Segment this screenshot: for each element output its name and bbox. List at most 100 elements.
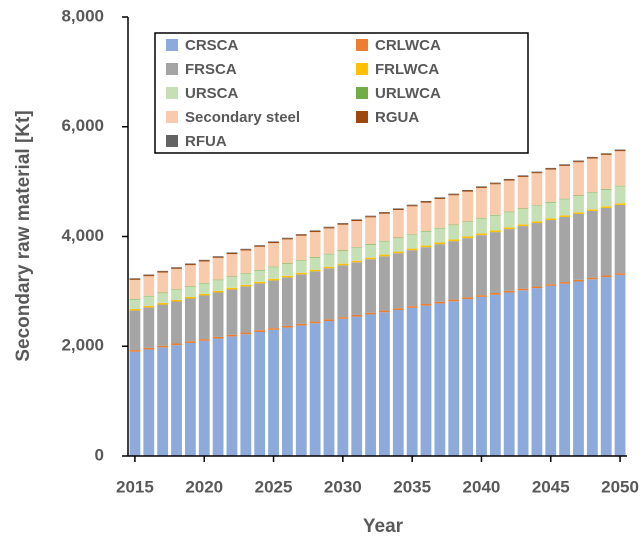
bar-segment (406, 306, 418, 308)
bar-segment (337, 251, 349, 264)
bar-segment (434, 227, 446, 229)
bar-segment (489, 215, 501, 231)
bar-segment (462, 236, 474, 239)
bar-segment (600, 189, 612, 207)
bar-segment (600, 153, 612, 154)
bar-segment (392, 308, 404, 311)
bar-segment (503, 227, 515, 230)
bar-segment (198, 261, 210, 283)
legend-swatch (166, 63, 178, 75)
bar-segment (143, 347, 155, 350)
bar-segment (600, 153, 612, 155)
bar-segment (462, 189, 474, 191)
bar-segment (559, 282, 571, 284)
bar-segment (281, 238, 293, 240)
bar-segment (531, 205, 543, 222)
bar-segment (351, 262, 363, 315)
bar-segment (143, 276, 155, 296)
bar-segment (420, 305, 432, 456)
bar-segment (295, 325, 307, 456)
bar-segment (268, 267, 279, 279)
x-tick-label: 2045 (532, 477, 570, 496)
bar-segment (586, 192, 598, 193)
bar-segment (420, 200, 432, 202)
bar-segment (254, 331, 266, 456)
bar-segment (614, 151, 626, 186)
bar-segment (434, 301, 446, 304)
bar-segment (545, 285, 557, 456)
bar-segment (559, 164, 571, 165)
bar-segment (379, 241, 390, 255)
bar-segment (392, 238, 404, 252)
legend-swatch (166, 39, 178, 51)
bar-segment (157, 270, 169, 272)
bar-segment (573, 196, 584, 213)
bar-segment (295, 234, 307, 235)
bar-segment (268, 241, 279, 242)
bar-segment (323, 226, 335, 228)
bar-segment (309, 257, 321, 270)
bar-segment (295, 323, 307, 326)
bar-segment (600, 275, 612, 278)
bar-segment (517, 208, 529, 209)
bar-segment (212, 279, 224, 281)
bar-segment (379, 213, 390, 241)
bar-segment (586, 156, 598, 158)
bar-segment (379, 256, 390, 311)
bar-segment (143, 349, 155, 456)
bar-segment (434, 303, 446, 456)
bar-segment (517, 224, 529, 227)
bar-segment (531, 173, 543, 206)
bar-segment (531, 221, 543, 224)
bar-segment (503, 178, 515, 180)
y-axis-title: Secondary raw material [Kt] (13, 110, 34, 361)
bar-segment (462, 221, 474, 222)
bar-segment (143, 296, 155, 306)
bar-segment (600, 188, 612, 190)
y-tick-label: 2,000 (61, 336, 104, 355)
bar-segment (614, 149, 626, 151)
bar-segment (545, 169, 557, 202)
bar-segment (171, 267, 182, 269)
bar-segment (545, 218, 557, 221)
bar-segment (323, 321, 335, 456)
bar-segment (184, 341, 196, 343)
bar-segment (379, 310, 390, 313)
bar-segment (240, 286, 252, 333)
bar-segment (184, 296, 196, 299)
bar-segment (309, 323, 321, 456)
bar-segment (614, 185, 626, 187)
bar-segment (171, 268, 182, 290)
bar-segment (226, 253, 238, 255)
bar-segment (143, 307, 155, 348)
bar-segment (503, 179, 515, 181)
legend-swatch (356, 111, 368, 123)
bar-segment (184, 298, 196, 342)
bar-segment (392, 209, 404, 238)
legend-label: CRSCA (185, 37, 239, 54)
bar-segment (489, 232, 501, 294)
bar-segment (448, 241, 460, 300)
bar-segment (365, 312, 376, 315)
legend-swatch (166, 135, 178, 147)
bar-segment (171, 345, 182, 456)
bar-segment (365, 215, 376, 217)
bar-segment (517, 208, 529, 225)
bar-segment (489, 184, 501, 215)
legend: CRSCA CRLWCA FRSCA FRLWCA URSCA URLWCA Seconda… (154, 32, 529, 154)
bar-segment (406, 204, 418, 206)
bar-segment (212, 292, 224, 337)
bar-segment (406, 307, 418, 456)
bar-segment (129, 350, 141, 352)
bar-segment (268, 241, 279, 244)
bar-segment (129, 299, 141, 300)
legend-box (154, 32, 529, 154)
bar-segment (462, 190, 474, 192)
bar-segment (614, 204, 626, 274)
bar-segment (351, 247, 363, 261)
bar-segment (614, 273, 626, 275)
bar-segment (392, 251, 404, 254)
bar-segment (614, 186, 626, 204)
bar-segment (254, 246, 266, 270)
